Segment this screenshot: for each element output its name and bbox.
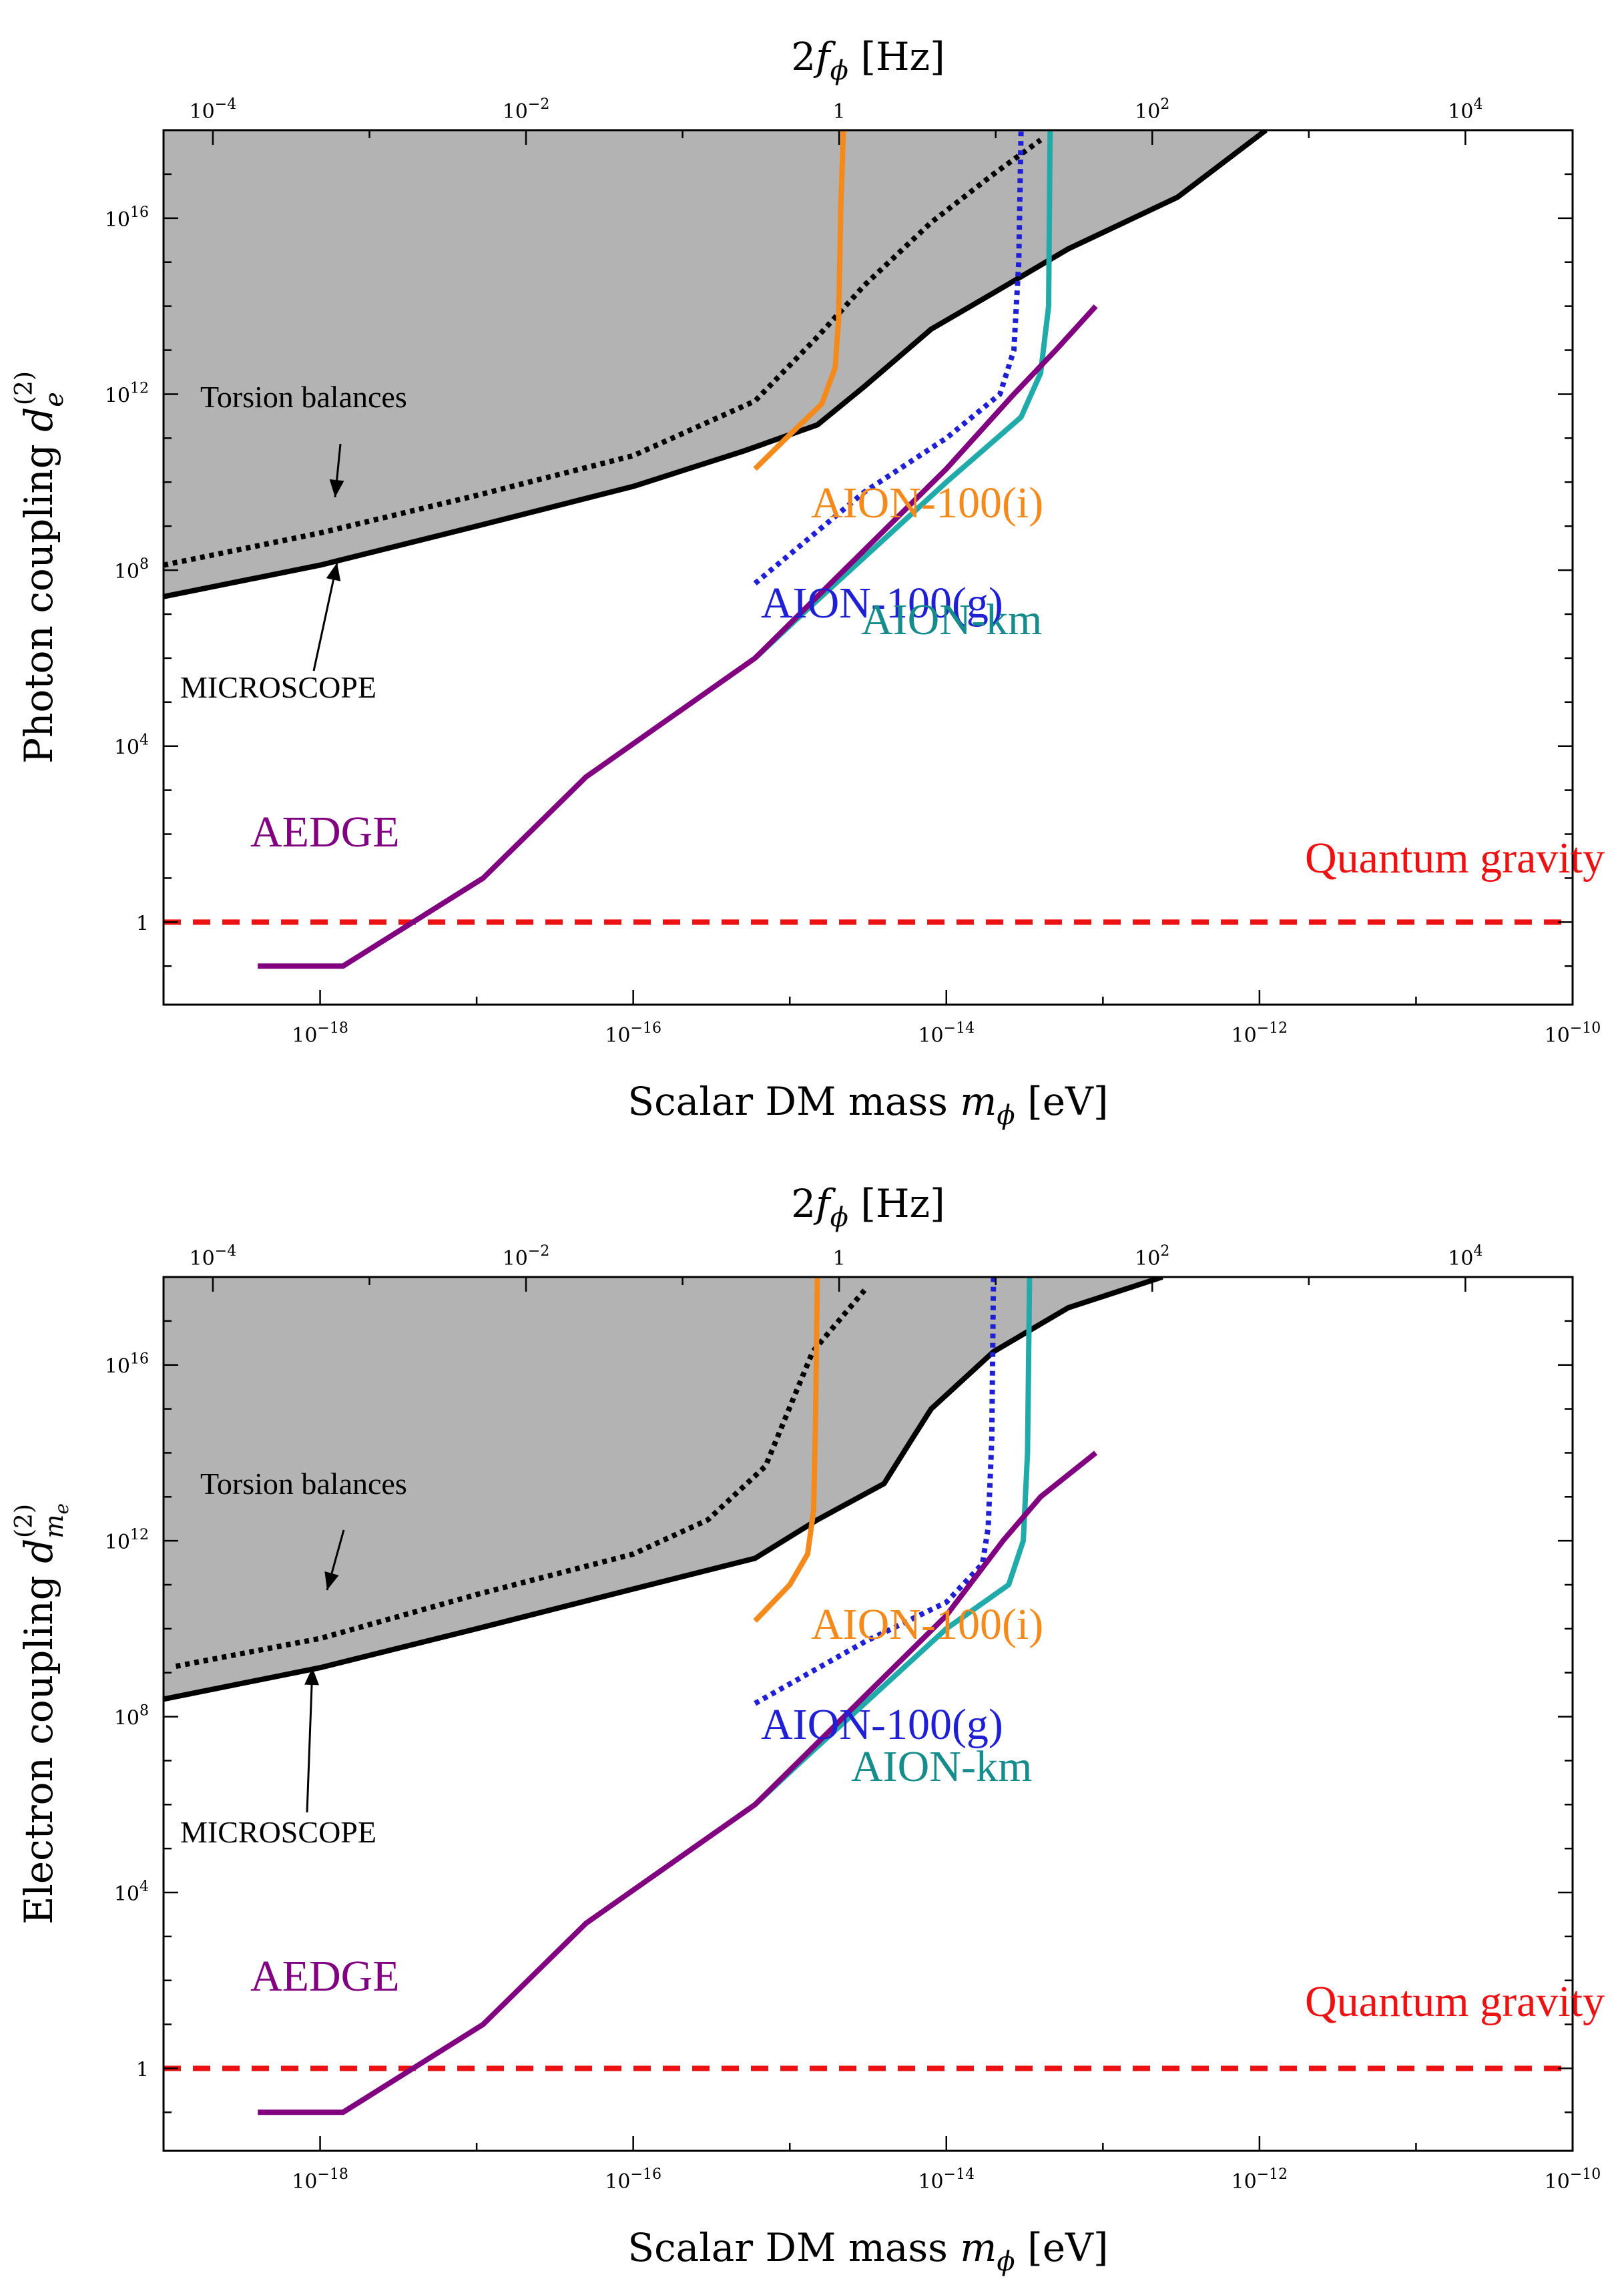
series-line-aion100i — [753, 130, 846, 471]
x-tick-label: 10−16 — [605, 1020, 661, 1047]
y-tick-label: 104 — [114, 732, 149, 760]
curve-label-aion100i: AION-100(i) — [811, 1600, 1043, 1649]
curve-label-aedge: AEDGE — [250, 1952, 400, 2001]
x-axis-title: Scalar DM mass mϕ [eV] — [627, 2225, 1108, 2277]
y-tick-label: 108 — [114, 1703, 149, 1730]
excluded-region — [164, 1277, 1573, 1700]
curve-label-aion100i: AION-100(i) — [811, 479, 1043, 527]
y-tick-label: 104 — [114, 1878, 149, 1906]
plot-frame — [162, 129, 1574, 1006]
plot-frame — [162, 1276, 1574, 2152]
series-line-aion100g — [754, 1277, 997, 1706]
y-tick-label: 1 — [136, 912, 149, 935]
x-axis-title: Scalar DM mass mϕ [eV] — [627, 1079, 1108, 1131]
x-tick-label: 10−16 — [605, 2166, 661, 2194]
curve-label-torsion: Torsion balances — [200, 380, 407, 414]
x2-axis-title: 2fϕ [Hz] — [791, 1181, 944, 1233]
arrow-microscope — [306, 1667, 314, 1813]
y-axis-title: Electron coupling dme(2) — [11, 1503, 73, 1925]
x2-tick-label: 104 — [1448, 1243, 1482, 1270]
curve-label-qg: Quantum gravity — [1305, 1977, 1605, 2026]
arrowhead-microscope — [326, 563, 341, 581]
series-line-aion100i — [753, 1277, 820, 1623]
arrowhead-torsion — [324, 1571, 339, 1590]
arrowhead-torsion — [329, 479, 344, 497]
x-tick-label: 10−10 — [1545, 2166, 1601, 2194]
chart-panel-2: 10−18 10−16 10−14 10−12 10−10 10−4 10−2 1 102 104… — [11, 1181, 1605, 2277]
curve-label-microscope: MICROSCOPE — [180, 670, 376, 704]
x2-tick-label: 1 — [833, 100, 846, 123]
x-tick-label: 10−14 — [918, 2166, 975, 2194]
y-tick-label: 1012 — [105, 380, 149, 407]
y-tick-label: 1016 — [105, 1351, 149, 1378]
curve-label-aionkm: AION-km — [861, 595, 1042, 644]
curve-label-qg: Quantum gravity — [1305, 834, 1605, 882]
x2-tick-label: 10−2 — [503, 1243, 550, 1270]
curve-label-aion100g: AION-100(g) — [761, 579, 1003, 627]
excluded-region — [164, 130, 1573, 597]
x2-tick-label: 10−4 — [190, 96, 237, 123]
series-line-microscope — [164, 1277, 1163, 1702]
y-tick-label: 108 — [114, 556, 149, 583]
x2-axis-title: 2fϕ [Hz] — [791, 34, 944, 86]
x-tick-label: 10−18 — [292, 2166, 348, 2194]
x-tick-label: 10−10 — [1545, 1020, 1601, 1047]
x-tick-label: 10−12 — [1232, 2166, 1288, 2194]
x-tick-label: 10−14 — [918, 1020, 975, 1047]
curve-label-microscope: MICROSCOPE — [180, 1815, 376, 1849]
chart-panel-1: 10−18 10−16 10−14 10−12 10−10 10−4 10−2 1 102 104… — [11, 34, 1605, 1131]
x-tick-label: 10−18 — [292, 1020, 348, 1047]
y-tick-label: 1 — [136, 2058, 149, 2081]
arrowhead-microscope — [304, 1668, 320, 1686]
x2-tick-label: 102 — [1135, 96, 1169, 123]
series-line-microscope — [164, 130, 1268, 599]
x2-tick-label: 10−4 — [190, 1243, 237, 1270]
x2-tick-label: 1 — [833, 1247, 846, 1270]
plot-area — [164, 1277, 1573, 2115]
series-line-aion100g — [753, 130, 1024, 585]
curve-label-aionkm: AION-km — [851, 1742, 1032, 1791]
curve-label-aedge: AEDGE — [250, 808, 400, 856]
y-tick-label: 1012 — [105, 1527, 149, 1554]
x2-tick-label: 102 — [1135, 1243, 1169, 1270]
x-tick-label: 10−12 — [1232, 1020, 1288, 1047]
curve-label-torsion: Torsion balances — [200, 1467, 407, 1501]
x2-tick-label: 10−2 — [503, 96, 550, 123]
series-line-aedge — [258, 1451, 1098, 2115]
y-axis-title: Photon coupling de(2) — [11, 371, 69, 764]
arrow-microscope — [312, 562, 338, 672]
y-tick-label: 1016 — [105, 204, 149, 232]
curve-label-aion100g: AION-100(g) — [761, 1700, 1003, 1749]
series-line-aedge — [258, 304, 1098, 969]
x2-tick-label: 104 — [1448, 96, 1482, 123]
plot-area — [164, 130, 1573, 969]
